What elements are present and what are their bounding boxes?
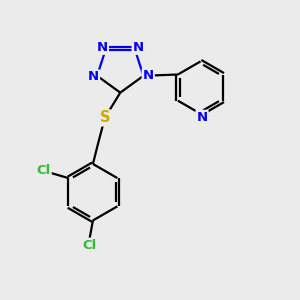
Text: N: N <box>97 41 108 54</box>
Text: N: N <box>143 69 154 82</box>
Text: N: N <box>196 111 208 124</box>
Text: Cl: Cl <box>83 238 97 252</box>
Text: S: S <box>100 110 110 125</box>
Text: N: N <box>133 41 144 54</box>
Text: Cl: Cl <box>36 164 51 177</box>
Text: N: N <box>88 70 99 83</box>
